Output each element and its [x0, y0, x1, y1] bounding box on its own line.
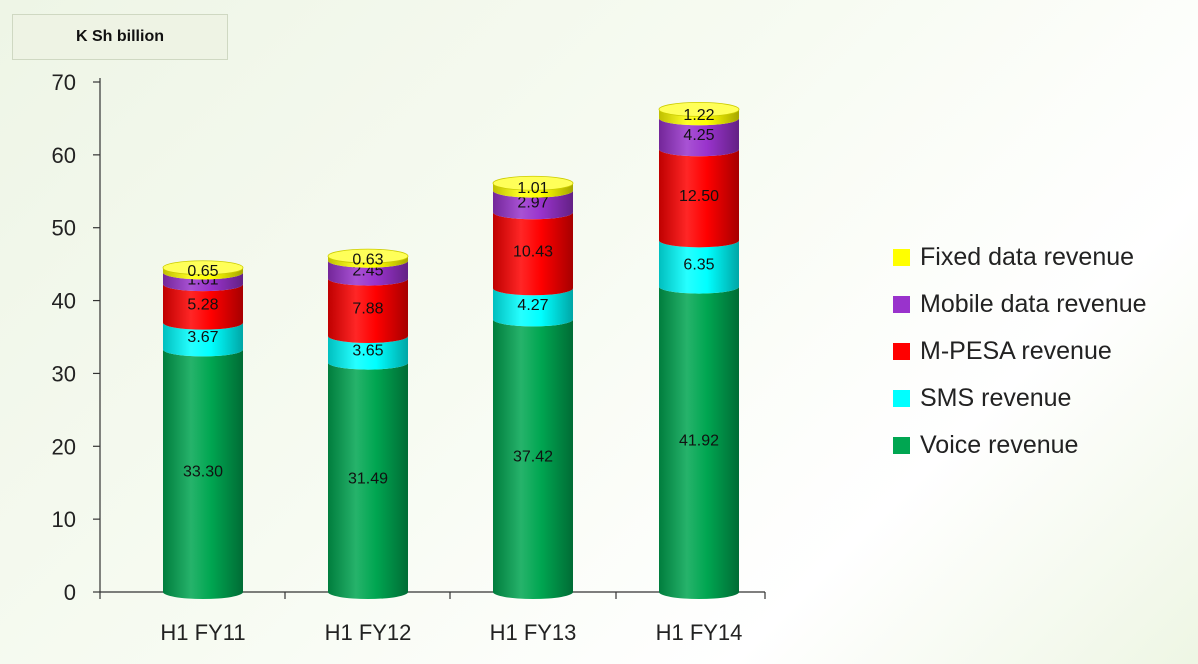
data-label: 4.27 — [517, 297, 548, 314]
bar-segment — [163, 322, 243, 357]
unit-label: K Sh billion — [12, 14, 228, 60]
data-label: 5.28 — [187, 296, 218, 313]
y-tick-label: 70 — [52, 70, 76, 95]
legend-swatch — [893, 437, 910, 454]
bar-segment — [659, 240, 739, 294]
data-label: 4.25 — [683, 127, 714, 144]
legend-swatch — [893, 249, 910, 266]
legend-label: Fixed data revenue — [920, 243, 1135, 271]
y-tick-label: 10 — [52, 507, 76, 532]
data-label: 6.35 — [683, 256, 714, 273]
bar-segment — [163, 284, 243, 330]
bar-top-cap — [658, 101, 740, 117]
bar-segment — [328, 278, 408, 343]
data-label: 37.42 — [513, 449, 553, 466]
data-label: 0.65 — [187, 263, 218, 280]
y-tick-label: 50 — [52, 216, 76, 241]
bar-segment — [328, 335, 408, 370]
legend-label: SMS revenue — [920, 384, 1072, 412]
data-label: 3.67 — [187, 329, 218, 346]
x-tick-label: H1 FY11 — [160, 620, 245, 645]
bar-segment — [328, 260, 408, 286]
x-tick-label: H1 FY13 — [490, 620, 577, 645]
data-label: 1.22 — [683, 107, 714, 124]
bar-top-cap — [162, 260, 244, 276]
legend-item-sms: SMS revenue — [893, 375, 1147, 422]
y-tick-label: 60 — [52, 143, 76, 168]
legend-swatch — [893, 343, 910, 360]
legend: Fixed data revenue Mobile data revenue M… — [893, 234, 1147, 469]
data-label: 1.01 — [517, 180, 548, 197]
bar-segment — [493, 288, 573, 327]
x-tick-label: H1 FY12 — [325, 620, 412, 645]
bar-top-cap — [492, 175, 574, 191]
legend-label: M-PESA revenue — [920, 337, 1112, 365]
legend-item-mobile-data: Mobile data revenue — [893, 281, 1147, 328]
x-tick-label: H1 FY14 — [656, 620, 743, 645]
data-label: 3.65 — [352, 342, 383, 359]
data-label: 7.88 — [352, 300, 383, 317]
legend-swatch — [893, 296, 910, 313]
bar-segment — [659, 149, 739, 248]
y-tick-label: 20 — [52, 434, 76, 459]
bar-segment — [659, 286, 739, 599]
bar-segment — [659, 118, 739, 157]
y-tick-label: 40 — [52, 289, 76, 314]
bar-top-cap — [327, 248, 409, 264]
data-label: 41.92 — [679, 432, 719, 449]
bar-segment — [493, 190, 573, 220]
bar-segment — [163, 349, 243, 599]
legend-label: Voice revenue — [920, 431, 1079, 459]
bar-segment — [659, 109, 739, 126]
bar-segment — [328, 256, 408, 268]
legend-item-fixed-data: Fixed data revenue — [893, 234, 1147, 281]
legend-item-voice: Voice revenue — [893, 422, 1147, 469]
y-tick-label: 30 — [52, 361, 76, 386]
legend-item-mpesa: M-PESA revenue — [893, 328, 1147, 375]
bar-segment — [493, 319, 573, 599]
data-label: 2.97 — [517, 194, 548, 211]
y-tick-label: 0 — [64, 580, 76, 605]
bar-segment — [493, 212, 573, 296]
bar-segment — [163, 267, 243, 280]
bar-segment — [163, 272, 243, 292]
bar-segment — [328, 362, 408, 599]
data-label: 33.30 — [183, 464, 223, 481]
data-label: 31.49 — [348, 470, 388, 487]
data-label: 12.50 — [679, 188, 719, 205]
data-label: 0.63 — [352, 251, 383, 268]
data-label: 10.43 — [513, 243, 553, 260]
legend-label: Mobile data revenue — [920, 290, 1147, 318]
legend-swatch — [893, 390, 910, 407]
